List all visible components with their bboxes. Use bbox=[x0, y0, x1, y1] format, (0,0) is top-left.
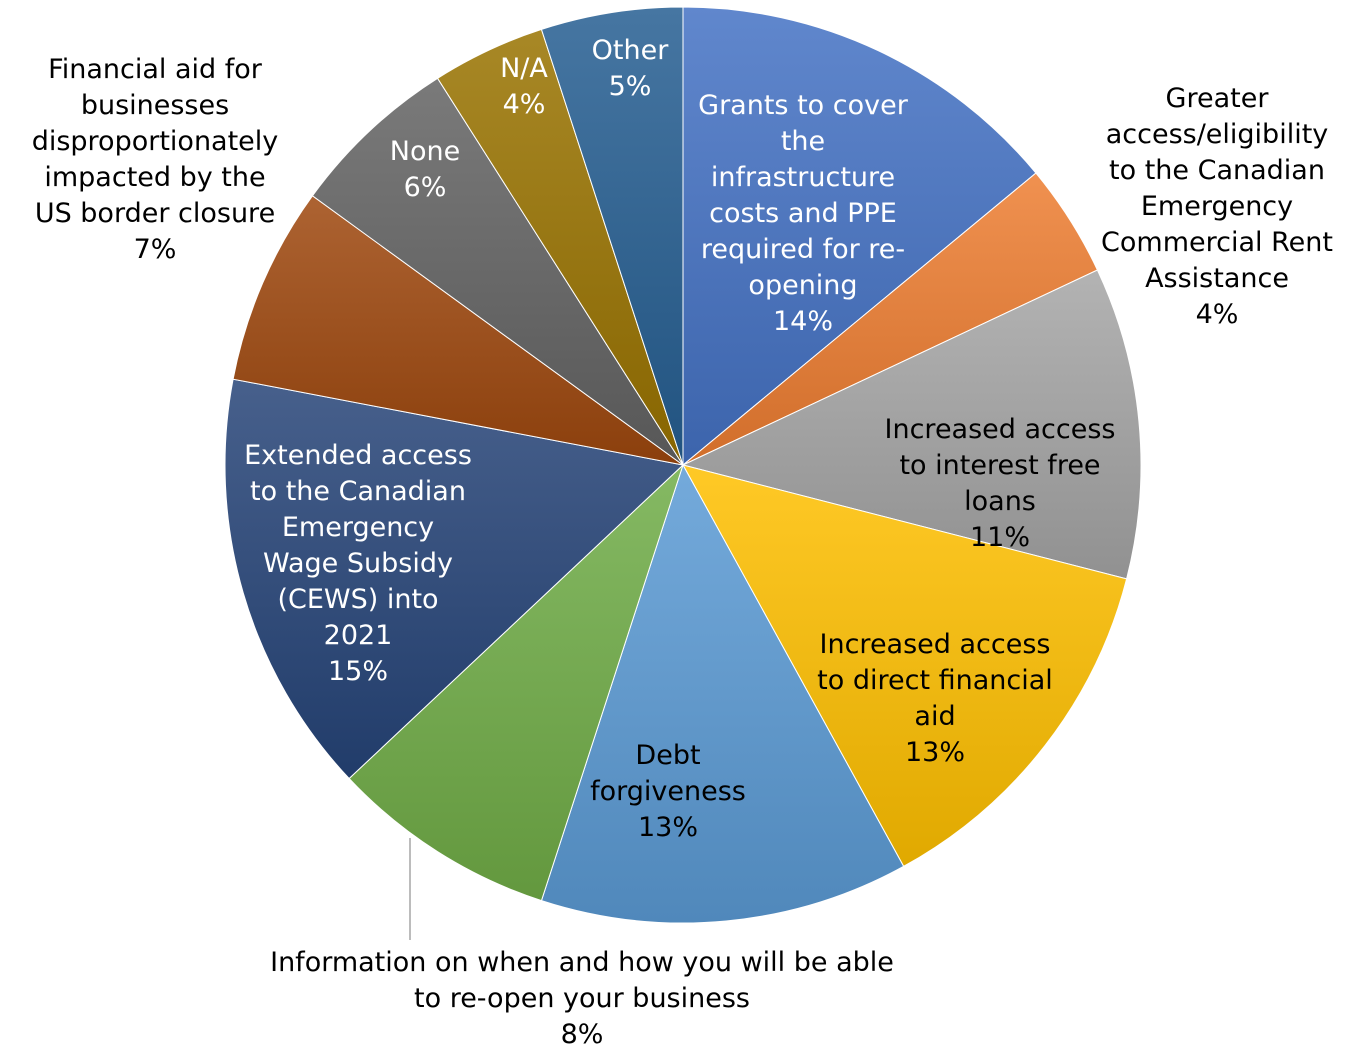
slice-label-line: to re-open your business bbox=[414, 983, 750, 1014]
slice-label-line: to direct financial bbox=[817, 665, 1053, 696]
slice-label-line: to the Canadian bbox=[250, 476, 466, 507]
slice-label-line: 4% bbox=[503, 89, 546, 120]
slice-label-line: 6% bbox=[404, 172, 447, 203]
slice-label-line: to interest free bbox=[899, 450, 1100, 481]
slice-label-line: Greater bbox=[1166, 83, 1270, 114]
slice-label-line: Commercial Rent bbox=[1101, 227, 1333, 258]
slice-label: Other 5% bbox=[592, 35, 670, 102]
slice-label-line: disproportionately bbox=[32, 126, 279, 157]
slice-label-line: 5% bbox=[609, 71, 652, 102]
slice-label: Grants to cover the infrastructure costs an… bbox=[698, 90, 909, 337]
slice-label-line: costs and PPE bbox=[709, 198, 897, 229]
data-labels: Grants to cover the infrastructure costs an… bbox=[32, 35, 1333, 1044]
slice-label-line: Debt bbox=[635, 740, 700, 771]
slice-label-line: 7% bbox=[134, 234, 177, 265]
slice-label-line: Information on when and how you will be … bbox=[270, 947, 894, 978]
slice-label-line: Wage Subsidy bbox=[263, 548, 453, 579]
slice-label-line: 13% bbox=[905, 737, 965, 768]
slice-label-line: required for re- bbox=[701, 234, 905, 265]
slice-label-line: 2021 bbox=[324, 620, 393, 651]
slice-label-line: Increased access bbox=[885, 414, 1116, 445]
slice-label: Information on when and how you will be … bbox=[270, 947, 894, 1044]
slice-label-line: the bbox=[781, 126, 825, 157]
slice-label-line: 4% bbox=[1196, 299, 1239, 330]
slice-label-line: aid bbox=[914, 701, 955, 732]
slice-label-line: 15% bbox=[328, 656, 388, 687]
slice-label-line: Extended access bbox=[244, 440, 472, 471]
slice-label-line: Emergency bbox=[282, 512, 434, 543]
pie-slice bbox=[682, 464, 1128, 868]
slice-label-line: Grants to cover bbox=[698, 90, 909, 121]
slice-label-line: US border closure bbox=[35, 198, 275, 229]
slice-label-line: forgiveness bbox=[590, 776, 746, 807]
slice-label-line: 13% bbox=[638, 812, 698, 843]
slice-label-line: opening bbox=[748, 270, 857, 301]
pie-slice bbox=[681, 269, 1142, 580]
slice-label-line: N/A bbox=[500, 53, 548, 84]
slice-label-line: (CEWS) into bbox=[277, 584, 438, 615]
slice-label-line: businesses bbox=[81, 90, 229, 121]
slice-label-line: infrastructure bbox=[711, 162, 895, 193]
slice-label-line: 14% bbox=[773, 306, 833, 337]
slice-label-line: Assistance bbox=[1145, 263, 1289, 294]
pie-slice bbox=[232, 195, 684, 466]
slice-label: Increased access to direct financial aid 13… bbox=[817, 629, 1053, 768]
slice-label-line: Emergency bbox=[1141, 191, 1293, 222]
slice-label: Financial aid for businesses disproportion… bbox=[32, 54, 279, 265]
slice-label-line: to the Canadian bbox=[1109, 155, 1325, 186]
slice-label: Debt forgiveness 13% bbox=[590, 740, 746, 843]
slice-label-line: 11% bbox=[970, 522, 1030, 553]
slice-label-line: Increased access bbox=[820, 629, 1051, 660]
slice-label-line: 8% bbox=[561, 1019, 604, 1044]
slice-label: Increased access to interest free loans 11% bbox=[885, 414, 1116, 553]
pie-slice bbox=[682, 6, 1037, 467]
slice-label: Greater access/eligibility to the Canadian… bbox=[1101, 83, 1333, 330]
pie-slices bbox=[224, 6, 1142, 924]
slice-label-line: impacted by the bbox=[44, 162, 265, 193]
pie-slice bbox=[348, 464, 684, 902]
slice-label-line: Other bbox=[592, 35, 670, 66]
slice-label-line: None bbox=[390, 136, 460, 167]
slice-label-line: Financial aid for bbox=[48, 54, 263, 85]
pie-slice bbox=[311, 77, 684, 466]
pie-slice bbox=[540, 463, 905, 924]
slice-label: Extended access to the Canadian Emergency W… bbox=[244, 440, 472, 687]
slice-label-line: loans bbox=[964, 486, 1036, 517]
pie-slice bbox=[540, 6, 684, 466]
slice-label: None 6% bbox=[390, 136, 460, 203]
slice-label: N/A 4% bbox=[500, 53, 548, 120]
slice-label-line: access/eligibility bbox=[1106, 119, 1329, 150]
pie-slice bbox=[224, 378, 685, 780]
